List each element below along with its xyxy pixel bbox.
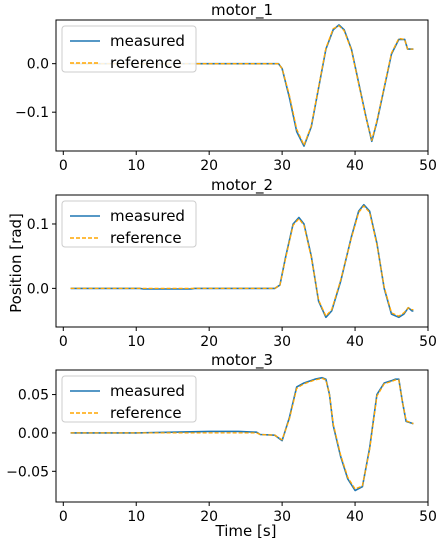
y-tick-label: 0.0 (27, 57, 49, 73)
legend: measured reference (61, 200, 197, 248)
plot-area (70, 376, 414, 492)
series-line-measured (70, 376, 414, 492)
y-tick-label: −0.05 (6, 464, 49, 480)
x-tick-label: 40 (346, 158, 364, 174)
subplot-title: motor_3 (211, 351, 273, 370)
axes-frame (55, 369, 429, 503)
legend-label-reference: reference (110, 54, 182, 72)
x-tick-label: 30 (273, 509, 291, 525)
subplot-title: motor_1 (211, 1, 273, 20)
series-line-reference (70, 205, 414, 317)
subplot-3: motor_3 0 10 20 30 40 50 −0.05 0.00 0.05 measured r… (6, 351, 436, 525)
subplot-title: motor_2 (211, 176, 273, 195)
y-tick-label: 0.00 (18, 426, 49, 442)
x-tick-label: 30 (273, 334, 291, 350)
subplot-1: motor_1 0 10 20 30 40 50 −0.1 0.0 measured referen… (15, 1, 436, 174)
legend-label-reference: reference (110, 404, 182, 422)
legend-box (61, 375, 197, 423)
x-axis-label: Time [s] (215, 522, 277, 540)
x-tick-label: 20 (200, 334, 218, 350)
subplots: motor_1 0 10 20 30 40 50 −0.1 0.0 measured referen… (6, 1, 436, 525)
legend-label-measured: measured (110, 207, 185, 225)
x-tick-label: 0 (59, 509, 68, 525)
series-line-reference (70, 25, 414, 146)
y-tick-label: 0.0 (27, 281, 49, 297)
x-tick-label: 10 (127, 334, 145, 350)
x-tick-label: 10 (127, 509, 145, 525)
y-tick-label: −0.1 (15, 105, 49, 121)
x-tick-label: 10 (127, 158, 145, 174)
subplot-2: motor_2 0 10 20 30 40 50 0.0 0.1 measured referenc… (27, 176, 436, 350)
y-tick-label: 0.05 (18, 388, 49, 404)
x-tick-label: 50 (419, 509, 436, 525)
legend: measured reference (61, 375, 197, 423)
legend-label-measured: measured (110, 32, 185, 50)
x-tick-label: 40 (346, 334, 364, 350)
x-tick-label: 30 (273, 158, 291, 174)
x-tick-label: 0 (59, 158, 68, 174)
x-tick-label: 50 (419, 158, 436, 174)
x-tick-label: 40 (346, 509, 364, 525)
plot-area (70, 203, 414, 319)
x-tick-label: 20 (200, 158, 218, 174)
legend-label-measured: measured (110, 382, 185, 400)
axes-frame (55, 19, 429, 152)
series-line-reference (70, 377, 414, 490)
plot-area (70, 24, 414, 147)
axes-frame (55, 194, 429, 328)
x-tick-label: 20 (200, 509, 218, 525)
x-tick-label: 50 (419, 334, 436, 350)
legend-box (61, 25, 197, 73)
legend-label-reference: reference (110, 229, 182, 247)
y-tick-label: 0.1 (27, 217, 49, 233)
y-axis-label: Position [rad] (7, 213, 25, 313)
x-tick-label: 0 (59, 334, 68, 350)
legend-box (61, 200, 197, 248)
legend: measured reference (61, 25, 197, 73)
